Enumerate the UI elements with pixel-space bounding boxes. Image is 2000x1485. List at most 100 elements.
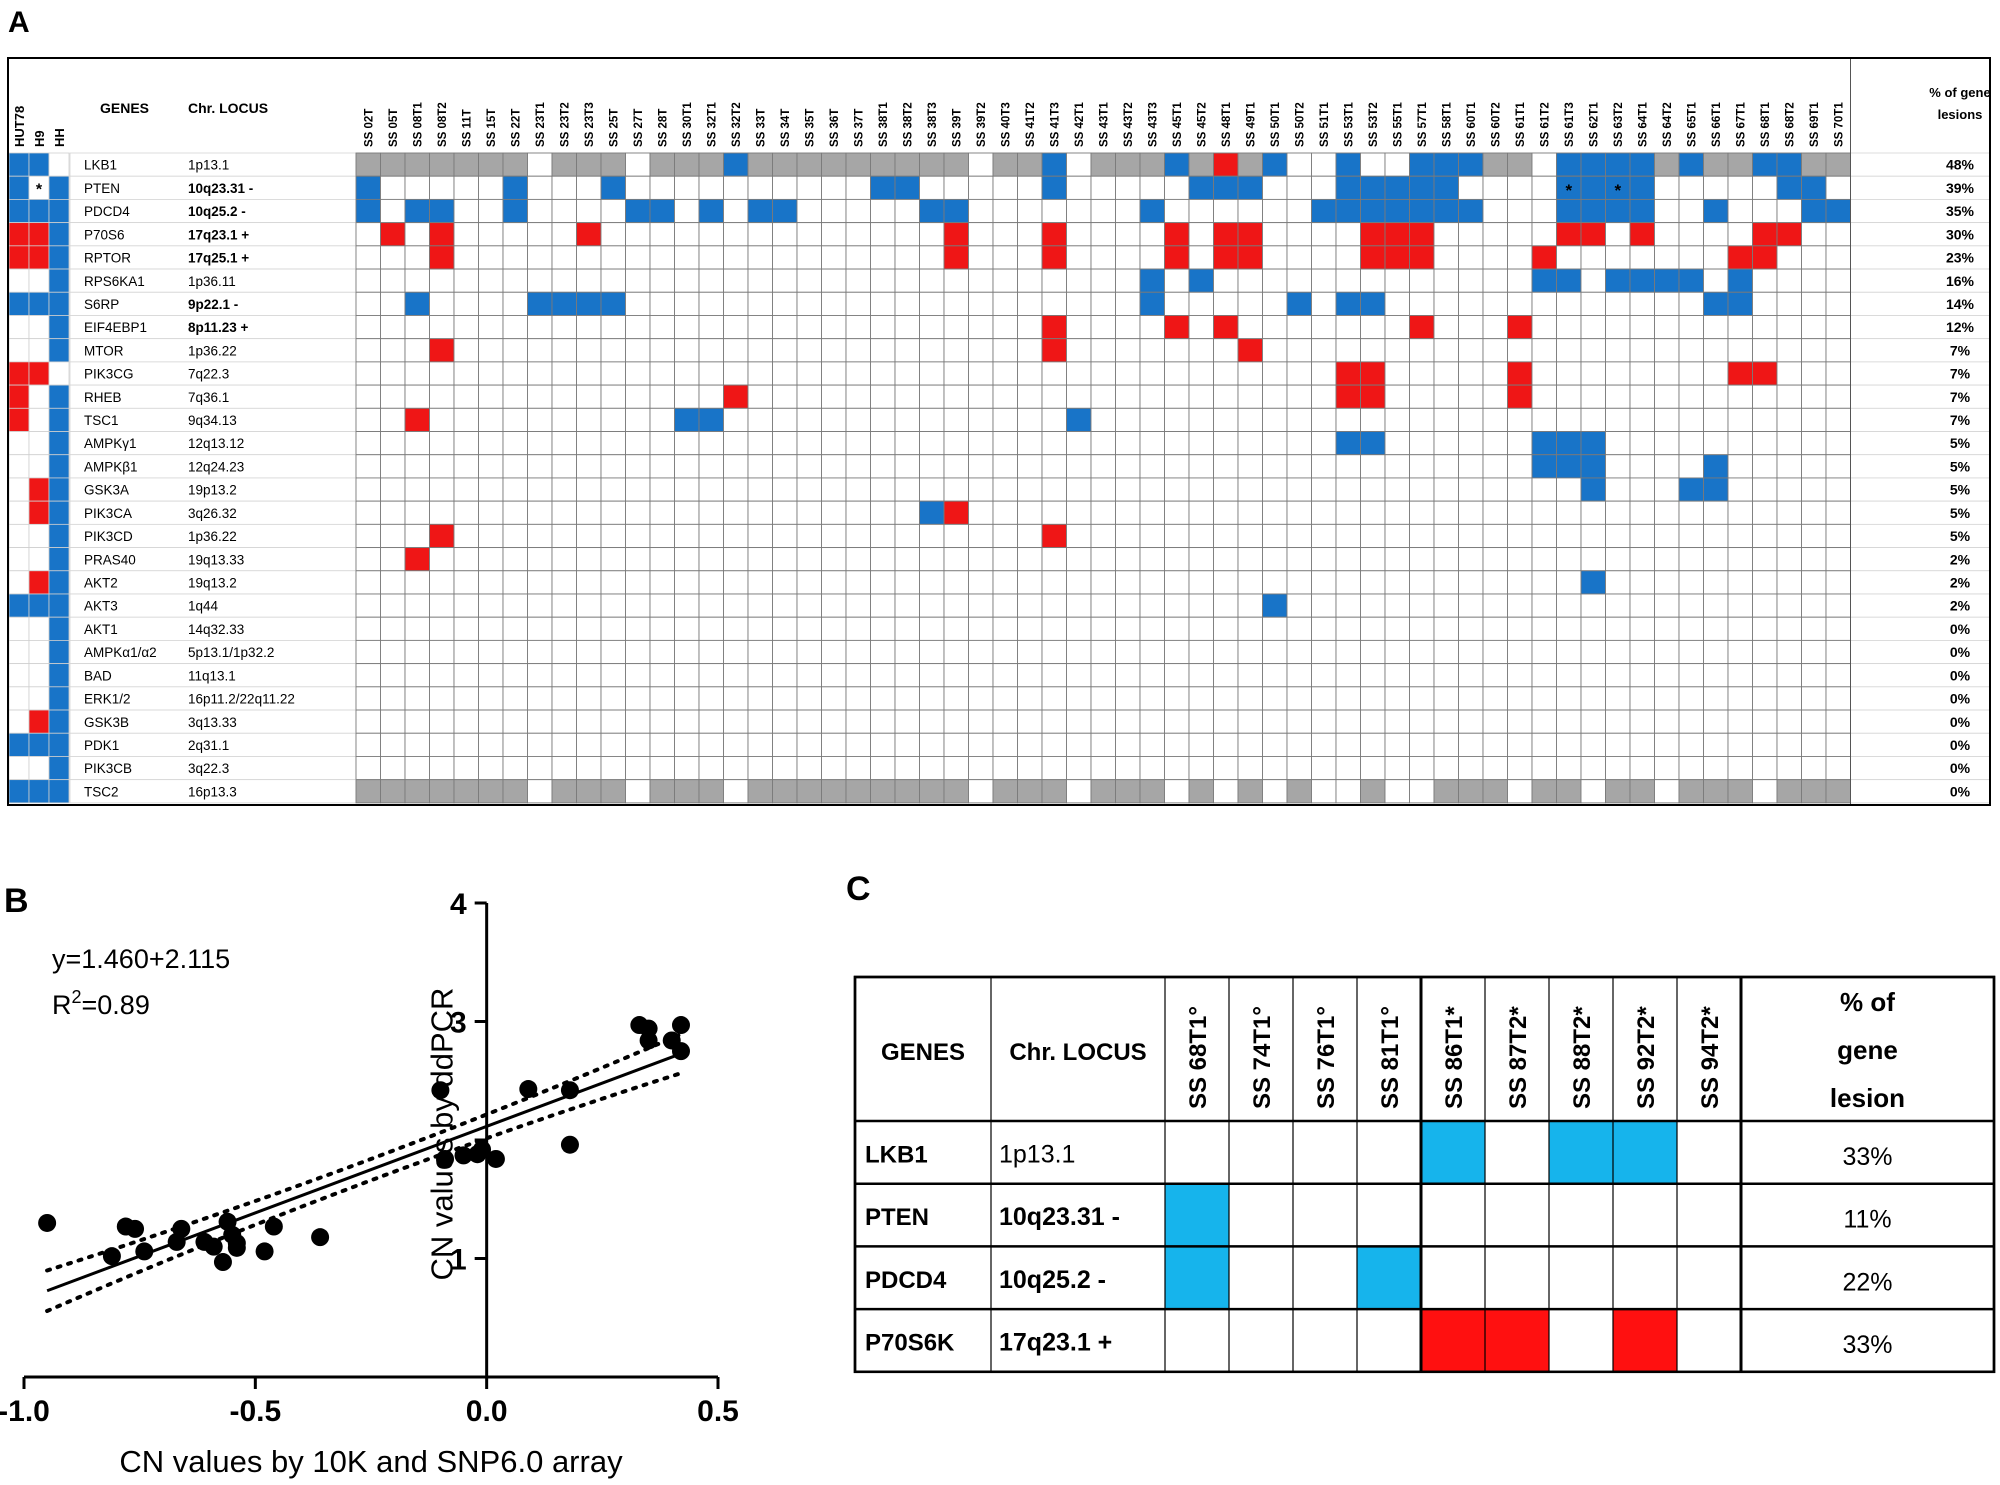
sample-cell — [674, 384, 700, 409]
sample-cell — [1605, 500, 1631, 525]
sample-cell — [1703, 222, 1729, 247]
sample-cell — [1262, 756, 1288, 781]
sample-cell — [1458, 547, 1484, 572]
sample-cell — [1286, 175, 1312, 200]
sample-cell — [478, 500, 504, 525]
sample-cell — [600, 175, 626, 200]
sample-label: SS 63T2 — [1613, 102, 1625, 147]
sample-cell — [1188, 523, 1214, 549]
sample-cell — [649, 384, 675, 409]
sample-cell — [870, 709, 896, 734]
sample-cell — [1360, 616, 1386, 641]
sample-cell — [1041, 361, 1067, 386]
sample-cell — [1360, 547, 1386, 572]
c-sample-cell — [1612, 1183, 1678, 1247]
pct-value: 2% — [1950, 598, 1971, 614]
sample-cell — [1384, 361, 1410, 386]
sample-cell — [1801, 616, 1827, 641]
sample-cell — [1286, 616, 1312, 641]
sample-cell — [429, 477, 455, 502]
sample-cell — [1115, 454, 1141, 479]
sample-cell — [919, 523, 945, 549]
c-sample-cell — [1356, 1308, 1422, 1373]
sample-cell — [1629, 175, 1655, 200]
sample-cell — [943, 547, 969, 572]
sample-cell — [968, 616, 994, 641]
sample-cell — [698, 523, 724, 549]
sample-cell — [576, 245, 602, 270]
sample-cell — [404, 291, 430, 316]
cell-line-cell — [48, 732, 70, 757]
sample-cell — [845, 361, 871, 386]
sample-cell — [894, 732, 920, 757]
sample-cell — [1654, 384, 1680, 409]
sample-cell — [1605, 152, 1631, 177]
sample-cell — [1825, 245, 1851, 270]
pct-value: 5% — [1950, 482, 1971, 498]
data-point — [454, 1146, 473, 1165]
sample-cell — [429, 384, 455, 409]
sample-cell — [1237, 732, 1263, 757]
sample-cell — [1360, 338, 1386, 363]
sample-cell — [723, 756, 749, 781]
sample-cell — [1433, 709, 1459, 734]
data-point — [126, 1219, 145, 1238]
data-point — [204, 1237, 223, 1256]
sample-cell — [404, 709, 430, 734]
cell-line-cell — [28, 315, 50, 340]
sample-cell — [1727, 431, 1753, 456]
cell-line-cell — [28, 500, 50, 525]
c-gene-name: P70S6K — [865, 1329, 955, 1356]
sample-cell — [1629, 639, 1655, 665]
sample-cell — [1580, 547, 1606, 572]
sample-cell — [992, 523, 1018, 549]
sample-cell — [1041, 175, 1067, 200]
sample-cell — [772, 732, 798, 757]
sample-cell — [649, 756, 675, 781]
cell-line-cell — [8, 732, 30, 757]
sample-cell — [1164, 431, 1190, 456]
sample-cell — [1801, 500, 1827, 525]
sample-cell — [919, 198, 945, 224]
sample-cell — [551, 152, 577, 177]
sample-cell — [1825, 338, 1851, 363]
sample-cell — [992, 315, 1018, 340]
sample-cell — [478, 756, 504, 781]
sample-cell — [1164, 686, 1190, 711]
sample-cell — [845, 338, 871, 363]
sample-cell — [625, 570, 651, 595]
sample-cell — [1703, 732, 1729, 757]
sample-cell — [429, 709, 455, 734]
sample-cell — [1703, 152, 1729, 177]
pct-value: 2% — [1950, 551, 1971, 567]
sample-cell — [870, 756, 896, 781]
sample-cell — [1727, 291, 1753, 316]
sample-cell — [1580, 175, 1606, 200]
cell-line-cell — [48, 523, 70, 548]
sample-cell — [943, 756, 969, 781]
sample-cell — [1703, 291, 1729, 316]
sample-label: SS 42T1 — [1074, 102, 1086, 147]
sample-cell — [1335, 593, 1361, 618]
sample-cell — [698, 593, 724, 618]
sample-cell — [1433, 616, 1459, 641]
sample-cell — [1335, 291, 1361, 316]
sample-cell — [1213, 222, 1239, 247]
sample-cell — [1237, 384, 1263, 409]
sample-cell — [1164, 152, 1190, 177]
sample-cell — [1605, 384, 1631, 409]
sample-cell — [1654, 779, 1680, 804]
sample-cell — [1262, 175, 1288, 200]
sample-cell — [992, 570, 1018, 595]
sample-cell — [600, 570, 626, 595]
sample-cell — [919, 315, 945, 340]
cell-line-cell — [8, 384, 30, 409]
sample-cell — [1507, 407, 1533, 432]
sample-cell — [576, 152, 602, 177]
sample-cell — [943, 477, 969, 502]
sample-cell — [992, 245, 1018, 270]
sample-cell — [723, 639, 749, 665]
sample-cell — [1409, 152, 1435, 177]
sample-cell — [478, 639, 504, 665]
sample-cell — [1776, 315, 1802, 340]
